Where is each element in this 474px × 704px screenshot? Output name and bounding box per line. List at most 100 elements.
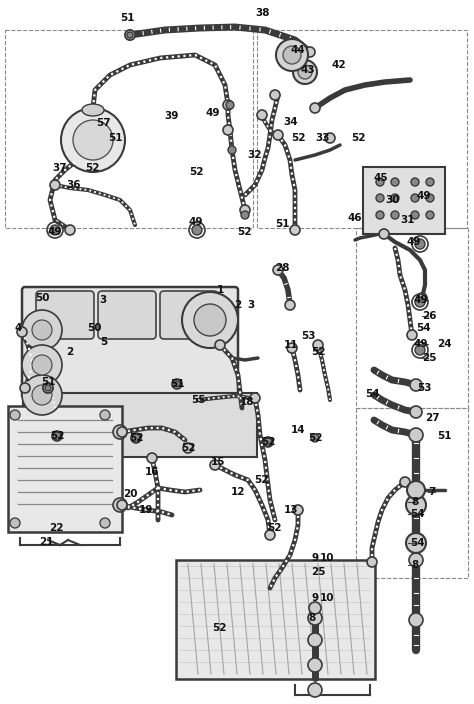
Text: 54: 54 bbox=[410, 538, 425, 548]
Text: 2: 2 bbox=[234, 300, 242, 310]
Circle shape bbox=[53, 432, 61, 440]
Circle shape bbox=[125, 30, 135, 40]
Ellipse shape bbox=[82, 104, 104, 116]
Circle shape bbox=[287, 343, 297, 353]
Text: 37: 37 bbox=[53, 163, 67, 173]
Text: 32: 32 bbox=[248, 150, 262, 160]
Circle shape bbox=[32, 385, 52, 405]
Circle shape bbox=[194, 304, 226, 336]
Bar bbox=[5, 30, 253, 228]
Circle shape bbox=[273, 265, 283, 275]
Text: 45: 45 bbox=[374, 173, 388, 183]
Circle shape bbox=[411, 194, 419, 202]
Text: 52: 52 bbox=[212, 623, 226, 633]
Circle shape bbox=[410, 379, 422, 391]
Circle shape bbox=[409, 613, 423, 627]
Circle shape bbox=[215, 340, 225, 350]
Text: 7: 7 bbox=[428, 487, 436, 497]
Text: 52: 52 bbox=[351, 133, 365, 143]
Circle shape bbox=[32, 355, 52, 375]
Text: 8: 8 bbox=[411, 497, 419, 507]
Circle shape bbox=[263, 437, 273, 447]
Circle shape bbox=[409, 428, 423, 442]
Text: 42: 42 bbox=[332, 60, 346, 70]
Circle shape bbox=[174, 381, 180, 387]
Text: 10: 10 bbox=[320, 553, 334, 563]
FancyBboxPatch shape bbox=[22, 287, 238, 398]
Circle shape bbox=[308, 683, 322, 697]
Text: 54: 54 bbox=[410, 509, 425, 519]
Circle shape bbox=[376, 178, 384, 186]
Text: 18: 18 bbox=[240, 397, 254, 407]
Circle shape bbox=[250, 393, 260, 403]
Circle shape bbox=[410, 429, 422, 441]
Text: 52: 52 bbox=[129, 433, 143, 443]
Text: 49: 49 bbox=[414, 295, 428, 305]
Circle shape bbox=[406, 533, 426, 553]
Text: 14: 14 bbox=[291, 425, 305, 435]
Circle shape bbox=[223, 100, 233, 110]
Circle shape bbox=[43, 383, 53, 393]
Circle shape bbox=[309, 602, 321, 614]
Text: 50: 50 bbox=[35, 293, 49, 303]
Text: 30: 30 bbox=[386, 195, 400, 205]
Circle shape bbox=[223, 125, 233, 135]
Bar bbox=[356, 228, 468, 408]
Circle shape bbox=[400, 477, 410, 487]
Bar bbox=[356, 408, 468, 578]
Text: 13: 13 bbox=[284, 505, 298, 515]
Text: 26: 26 bbox=[422, 311, 436, 321]
Circle shape bbox=[298, 65, 312, 79]
Text: 27: 27 bbox=[425, 413, 439, 423]
Circle shape bbox=[50, 225, 60, 235]
Circle shape bbox=[426, 194, 434, 202]
Circle shape bbox=[100, 518, 110, 528]
Text: 33: 33 bbox=[316, 133, 330, 143]
Circle shape bbox=[10, 518, 20, 528]
Circle shape bbox=[379, 229, 389, 239]
Text: 52: 52 bbox=[261, 437, 275, 447]
Text: 10: 10 bbox=[320, 593, 334, 603]
Text: 49: 49 bbox=[206, 108, 220, 118]
Circle shape bbox=[147, 453, 157, 463]
Text: 25: 25 bbox=[311, 567, 325, 577]
Circle shape bbox=[240, 205, 250, 215]
Text: 49: 49 bbox=[414, 339, 428, 349]
Circle shape bbox=[276, 39, 308, 71]
Circle shape bbox=[22, 375, 62, 415]
Circle shape bbox=[192, 225, 202, 235]
Text: 31: 31 bbox=[401, 215, 415, 225]
Text: 51: 51 bbox=[108, 133, 122, 143]
Text: 52: 52 bbox=[189, 167, 203, 177]
Text: 55: 55 bbox=[191, 395, 205, 405]
Circle shape bbox=[228, 146, 236, 154]
Text: 51: 51 bbox=[120, 13, 134, 23]
Circle shape bbox=[293, 60, 317, 84]
Text: 54: 54 bbox=[417, 323, 431, 333]
Circle shape bbox=[367, 557, 377, 567]
Text: 9: 9 bbox=[311, 553, 319, 563]
Circle shape bbox=[407, 330, 417, 340]
Circle shape bbox=[376, 194, 384, 202]
Circle shape bbox=[265, 530, 275, 540]
Text: 8: 8 bbox=[309, 613, 316, 623]
Text: 52: 52 bbox=[254, 475, 268, 485]
Bar bbox=[257, 30, 467, 228]
FancyBboxPatch shape bbox=[23, 393, 257, 457]
Circle shape bbox=[313, 340, 323, 350]
Text: 44: 44 bbox=[291, 45, 305, 55]
Text: 21: 21 bbox=[39, 537, 53, 547]
Circle shape bbox=[45, 385, 51, 391]
Text: 24: 24 bbox=[437, 339, 451, 349]
Text: 54: 54 bbox=[365, 389, 380, 399]
Text: 11: 11 bbox=[284, 340, 298, 350]
Circle shape bbox=[117, 500, 127, 510]
FancyBboxPatch shape bbox=[176, 560, 375, 679]
Circle shape bbox=[409, 553, 423, 567]
Circle shape bbox=[43, 383, 53, 393]
FancyBboxPatch shape bbox=[36, 291, 94, 339]
Circle shape bbox=[415, 345, 425, 355]
FancyBboxPatch shape bbox=[8, 406, 122, 532]
Circle shape bbox=[125, 30, 135, 40]
Text: 49: 49 bbox=[189, 217, 203, 227]
